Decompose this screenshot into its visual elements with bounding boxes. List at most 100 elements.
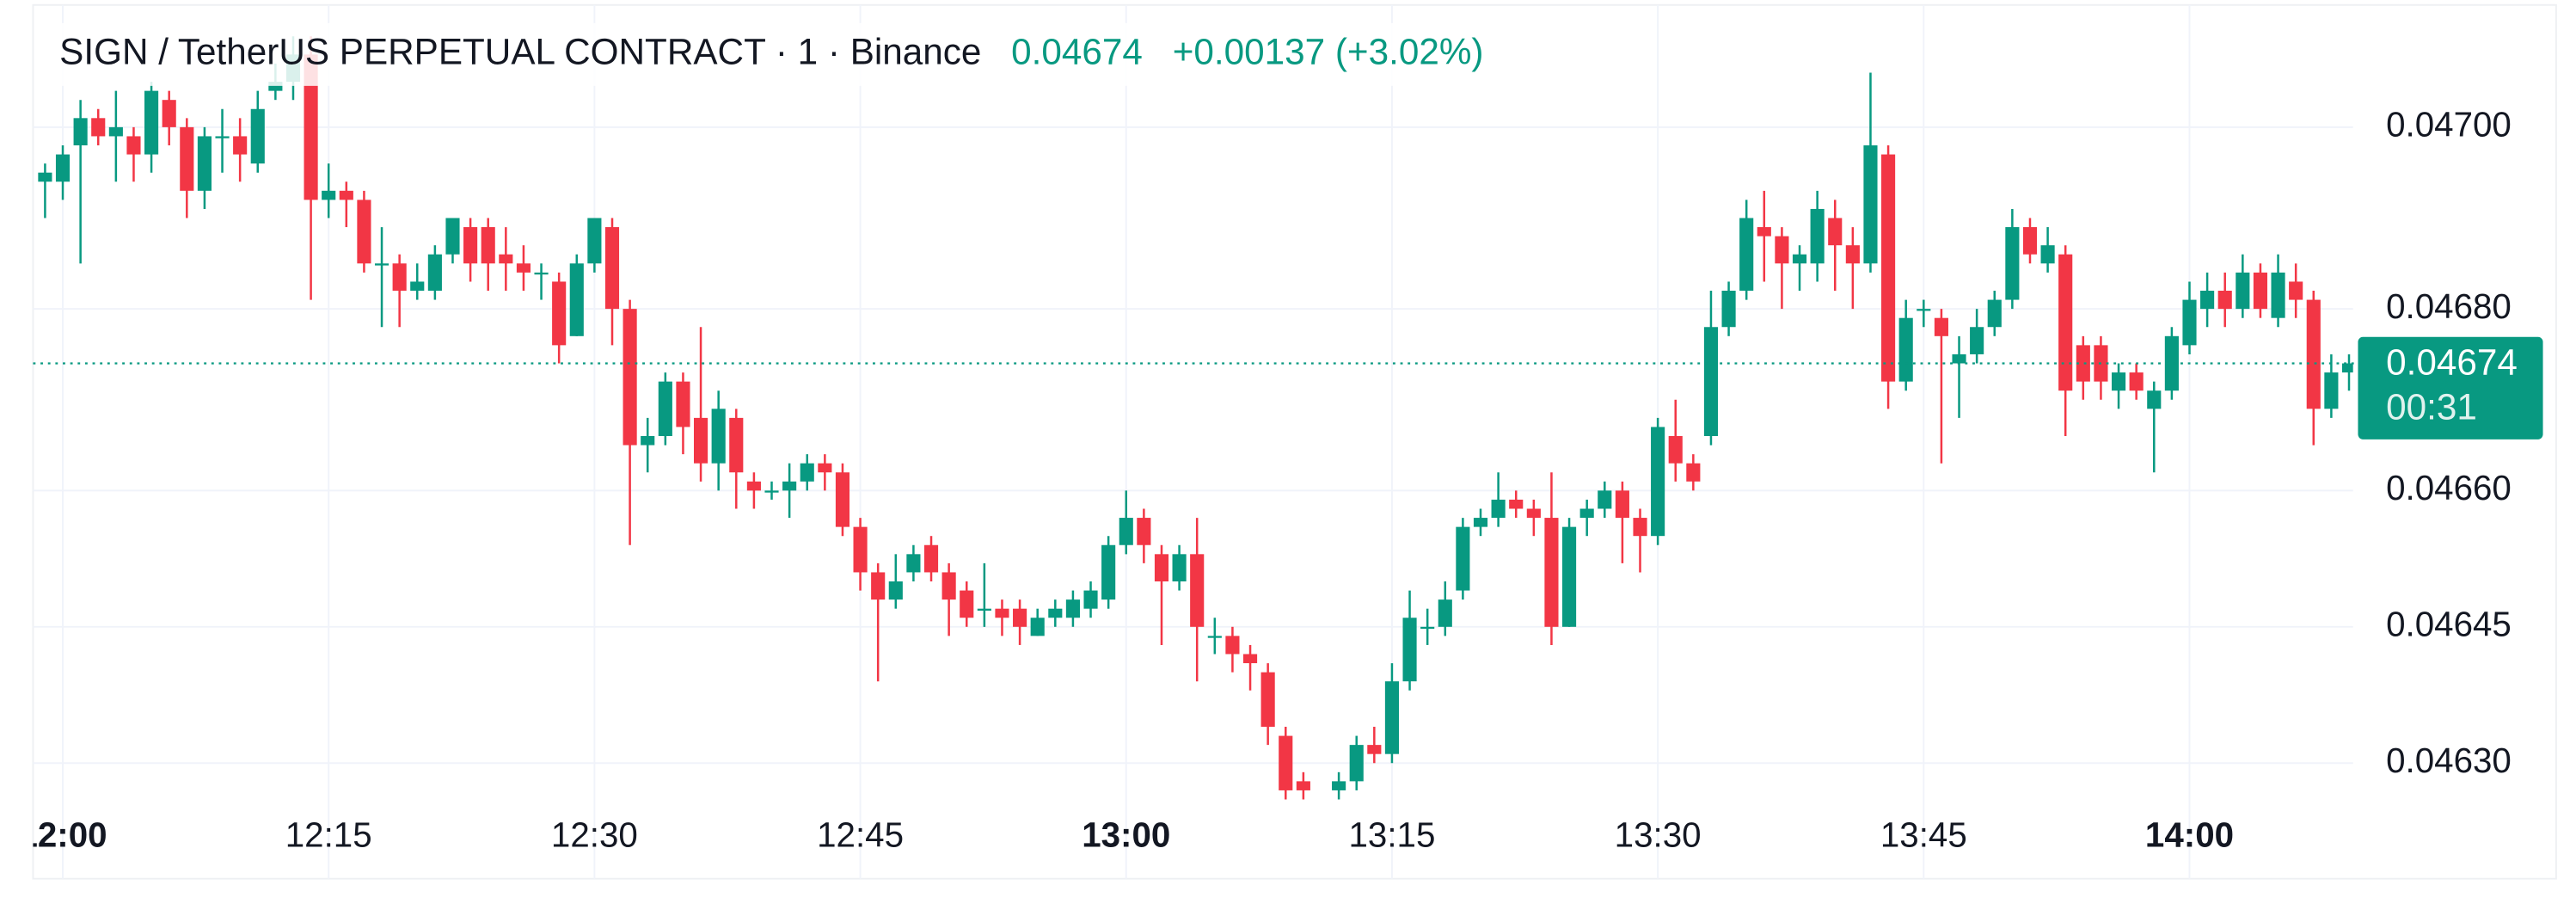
candle-body (2200, 291, 2215, 310)
candle-body (1207, 636, 1222, 638)
candle-body (374, 263, 389, 266)
candle-body (197, 136, 212, 191)
candle-body (1296, 781, 1310, 790)
candle-body (481, 227, 495, 264)
candle-body (871, 572, 886, 600)
candle-body (641, 436, 655, 446)
candle-body (604, 227, 620, 310)
candle-body (1030, 618, 1045, 636)
candle-body (445, 218, 460, 255)
candle-body (2306, 299, 2321, 409)
candle-body (108, 126, 123, 137)
candle-body (1438, 599, 1452, 627)
candle-body (1260, 672, 1275, 728)
x-tick-label: 12:00 (18, 814, 107, 854)
x-tick-label: 13:00 (1082, 814, 1170, 854)
y-tick-label: 0.04660 (2386, 468, 2512, 507)
candle-body (2324, 372, 2339, 409)
candle-body (1721, 291, 1736, 328)
last-price-box (2358, 336, 2543, 439)
x-tick-label: 14:00 (2145, 814, 2234, 854)
candle-body (1970, 327, 1984, 354)
candle-body (1757, 227, 1771, 237)
y-tick-label: 0.04645 (2386, 604, 2512, 643)
candle-body (2076, 345, 2090, 382)
candle-body (623, 309, 637, 446)
candle-body (499, 254, 513, 264)
candle-body (1013, 608, 1027, 627)
candle-body (162, 100, 176, 127)
candle-body (534, 272, 549, 275)
candle-body (1119, 518, 1133, 545)
candle-body (2040, 245, 2055, 264)
candle-body (1509, 499, 1524, 509)
x-tick-label: 12:15 (285, 814, 372, 854)
candle-body (2005, 227, 2020, 300)
candle-body (55, 154, 71, 182)
candle-body (1987, 299, 2002, 328)
candle-body (250, 108, 265, 164)
candle-body (1456, 526, 1470, 591)
y-tick-label: 0.04700 (2386, 105, 2512, 144)
last-price-label: 0.04674 (2386, 342, 2518, 383)
candle-body (587, 218, 602, 264)
candle-body (853, 526, 868, 573)
candle-body (1792, 254, 1807, 264)
candle-body (658, 381, 672, 437)
candle-body (427, 254, 442, 292)
x-tick-label: 13:45 (1880, 814, 1967, 854)
candle-body (180, 126, 194, 191)
candle-body (339, 190, 353, 200)
header-backdrop (49, 22, 1519, 86)
candle-body (960, 590, 974, 618)
candle-body (1775, 236, 1789, 264)
candle-body (215, 136, 230, 138)
candle-body (676, 381, 690, 427)
candle-body (2271, 272, 2285, 318)
candle-body (1615, 490, 1629, 519)
candle-body (923, 544, 939, 573)
candle-body (1633, 518, 1647, 537)
candle-body (941, 572, 956, 600)
candle-body (1561, 526, 1577, 627)
candle-body (835, 472, 850, 527)
chart-frame (32, 3, 2557, 880)
candle-body (2289, 281, 2303, 300)
candle-body (2253, 272, 2268, 310)
candle-body (782, 481, 797, 491)
candle-body (1934, 317, 1948, 336)
candle-body (729, 417, 744, 473)
candle-body (764, 490, 779, 493)
candle-body (1579, 508, 1594, 519)
candle-body (888, 581, 903, 600)
candle-body (1898, 317, 1913, 382)
candle-body (1402, 618, 1417, 682)
candle-body (1810, 208, 1825, 264)
candle-body (2129, 372, 2144, 391)
candle-body (1491, 499, 1506, 519)
candle-body (1349, 745, 1364, 782)
candle-body (1668, 436, 1683, 464)
candle-body (1083, 590, 1098, 609)
candle-body (906, 554, 921, 573)
y-axis: 0.04630 0.04645 0.04660 0.04680 0.04700 (2386, 105, 2512, 780)
x-tick-label: 12:30 (551, 814, 638, 854)
candle-body (304, 54, 318, 200)
candle-body (1048, 608, 1063, 618)
candle-body (1526, 508, 1541, 519)
candle-body (1739, 218, 1754, 292)
candle-body (2058, 254, 2073, 391)
candle-body (1065, 599, 1080, 618)
candle-body (2182, 299, 2197, 346)
candle-body (800, 463, 814, 482)
candle-body (995, 608, 1009, 618)
candle-body (126, 136, 141, 155)
candle-body (516, 263, 531, 273)
y-tick-label: 0.04680 (2386, 286, 2512, 326)
candle-body (463, 227, 478, 264)
candle-body (746, 481, 761, 491)
candle-body (1703, 327, 1719, 437)
candle-body (1154, 554, 1169, 582)
candle-body (1863, 145, 1878, 264)
